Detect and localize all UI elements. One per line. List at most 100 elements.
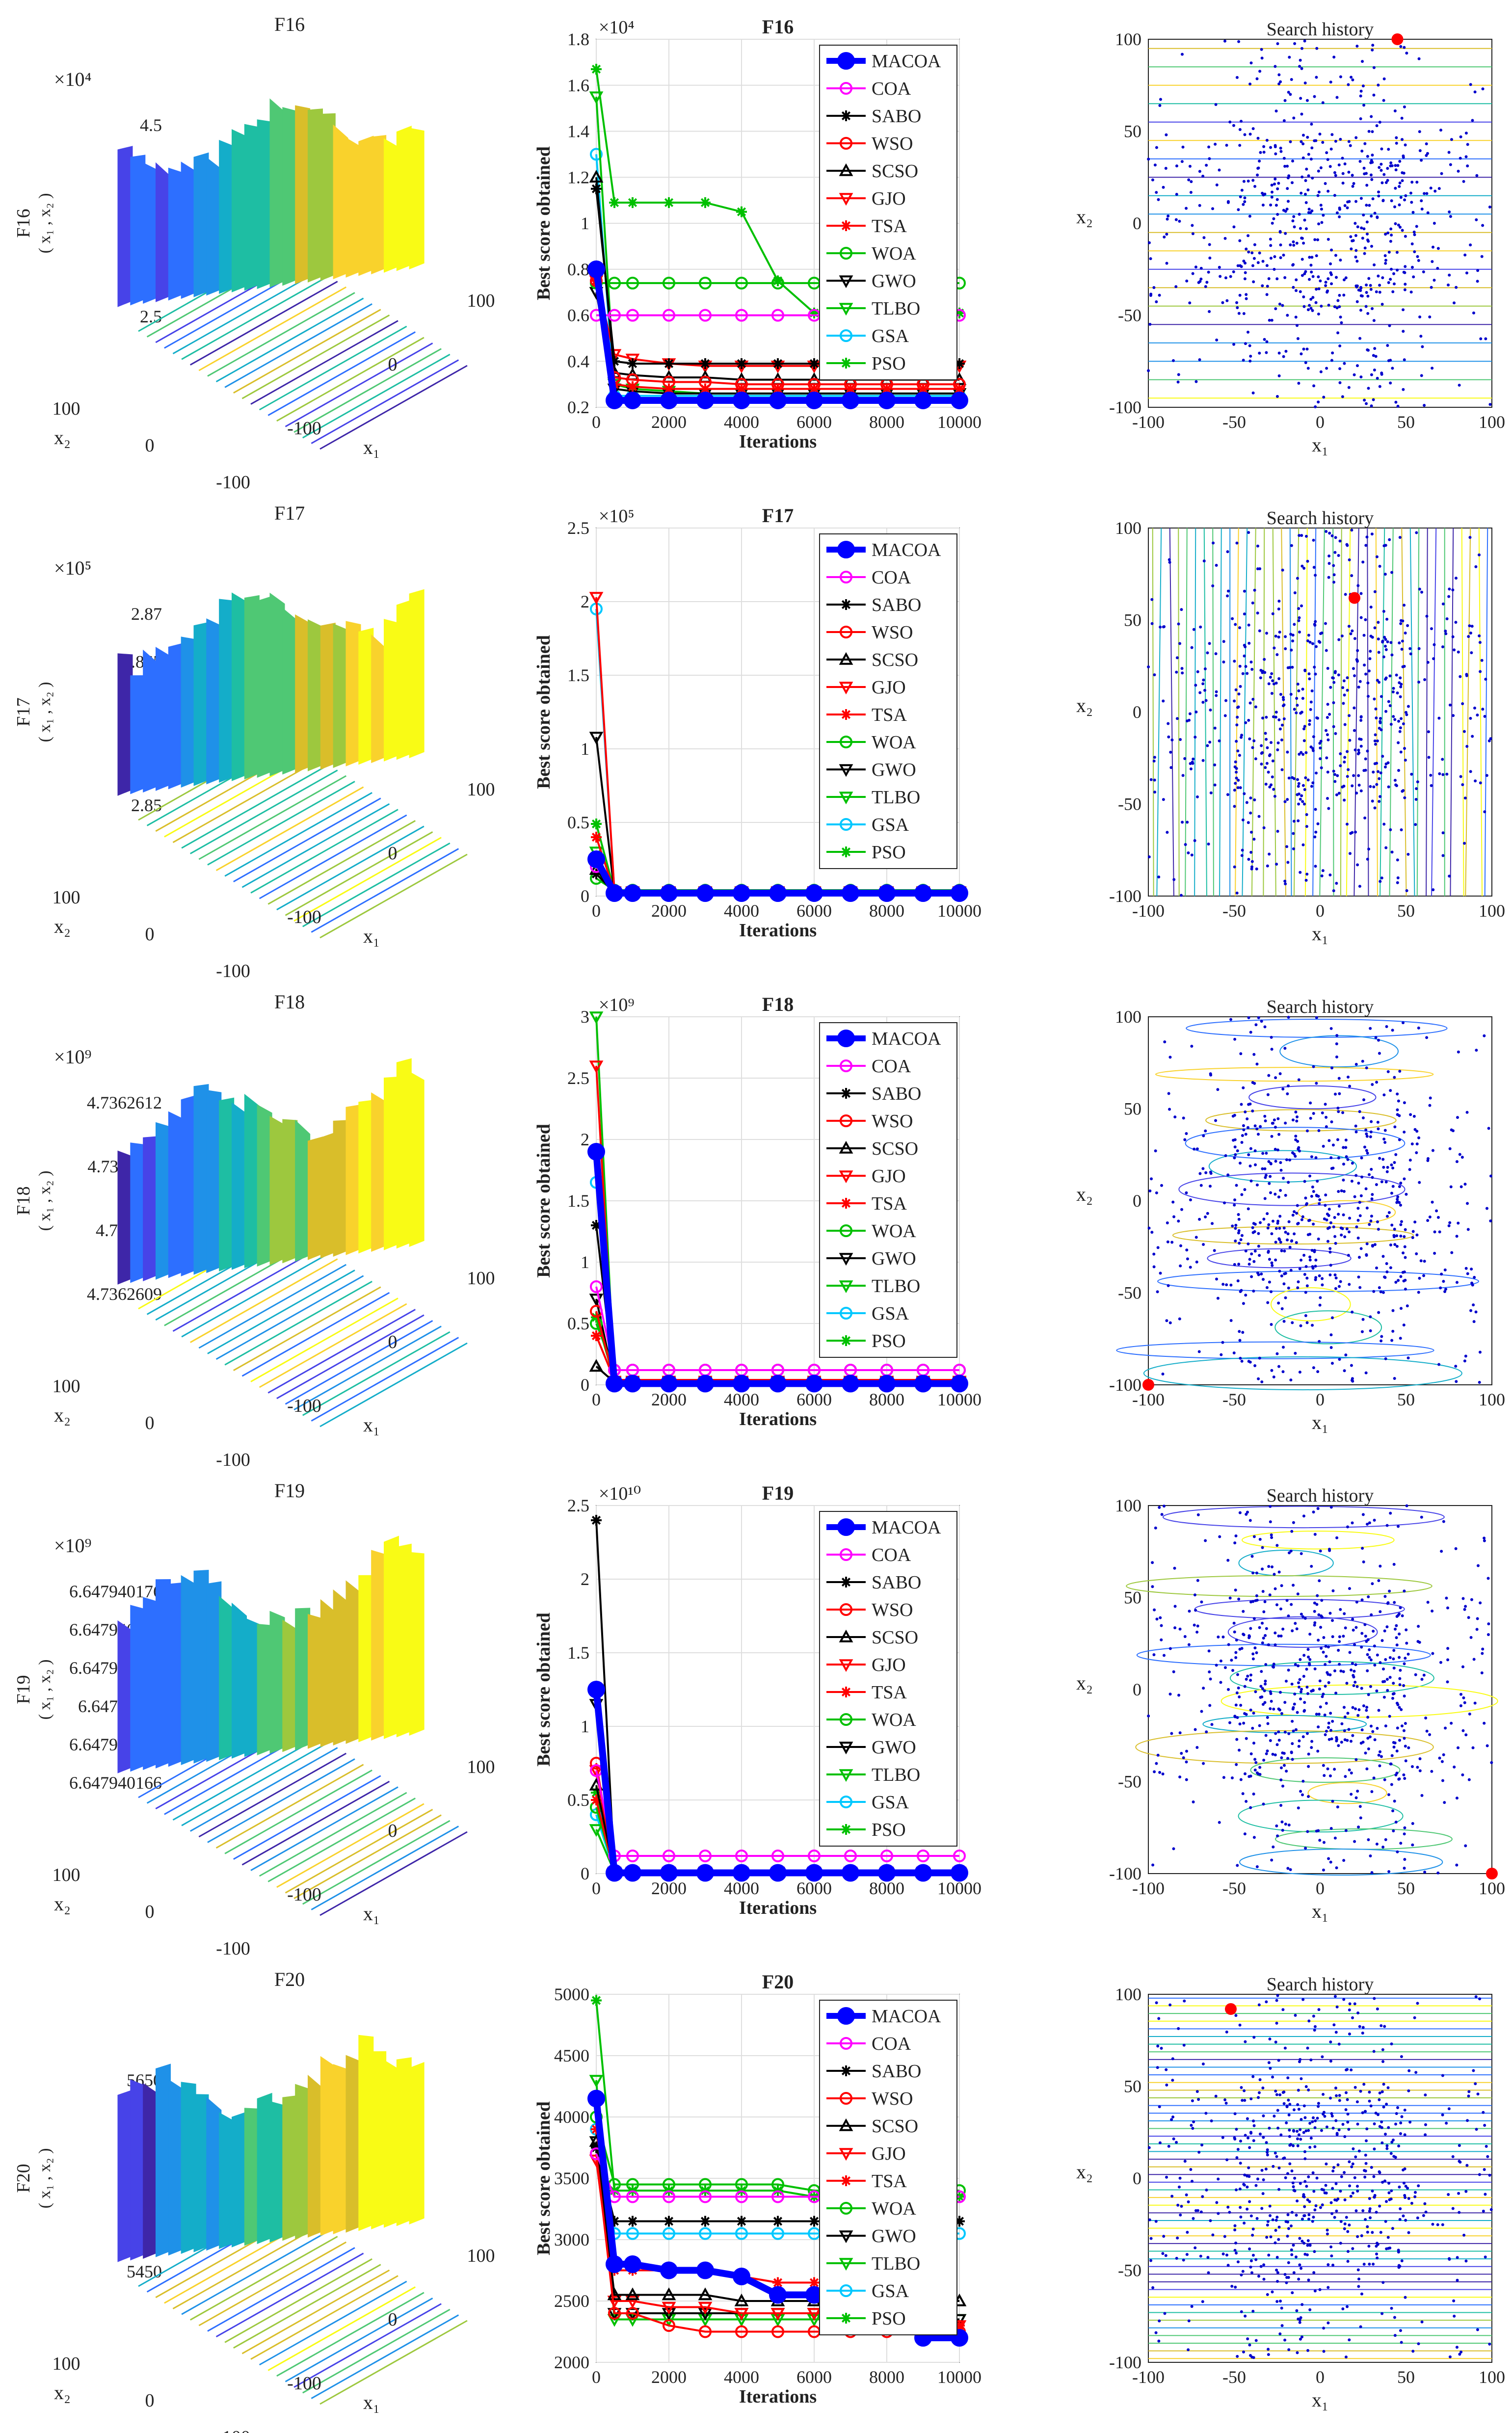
contour-line xyxy=(181,1252,329,1338)
search-point xyxy=(1305,1321,1309,1324)
search-point xyxy=(1340,634,1344,637)
legend-marker xyxy=(841,1335,851,1346)
series-point-WOA xyxy=(608,276,621,290)
search-point xyxy=(1298,631,1301,634)
search-point xyxy=(1432,245,1435,249)
search-point xyxy=(1389,2152,1393,2155)
search-point xyxy=(1343,362,1346,365)
search-point xyxy=(1381,755,1384,758)
search-point xyxy=(1309,700,1313,704)
search-point xyxy=(1285,1599,1289,1602)
search-point xyxy=(1280,1307,1284,1310)
search-point xyxy=(1488,2342,1491,2346)
search-point xyxy=(1355,260,1359,263)
search-point xyxy=(1389,1511,1392,1515)
search-point xyxy=(1277,1195,1280,1199)
search-point xyxy=(1233,805,1236,808)
search-point xyxy=(1162,798,1165,801)
contour-line xyxy=(224,792,372,877)
search-point xyxy=(1374,2112,1378,2115)
search-point xyxy=(1427,730,1430,734)
x-tick-label: 0 xyxy=(1316,412,1325,432)
search-point xyxy=(1370,178,1374,181)
search-point xyxy=(1215,183,1219,186)
search-point xyxy=(1393,718,1397,721)
surface-exponent: ×10⁹ xyxy=(54,1046,92,1068)
search-point xyxy=(1337,1649,1340,1652)
search-point xyxy=(1354,1663,1357,1666)
search-point xyxy=(1350,529,1353,532)
y-tick-label: 100 xyxy=(1115,518,1141,538)
search-point xyxy=(1209,708,1212,712)
search-point xyxy=(1354,1062,1358,1066)
search-point xyxy=(1283,879,1287,883)
search-point xyxy=(1247,2175,1251,2178)
search-point xyxy=(1331,1799,1334,1803)
search-point xyxy=(1447,151,1451,154)
search-point xyxy=(1332,701,1335,704)
search-point xyxy=(1389,1762,1393,1766)
search-point xyxy=(1235,891,1239,895)
series-point-MACOA xyxy=(805,1375,823,1393)
series-point-MACOA xyxy=(624,884,641,902)
series-point-COA xyxy=(626,2190,639,2203)
search-point xyxy=(1320,1646,1323,1650)
search-point xyxy=(1458,2144,1461,2147)
search-point xyxy=(1256,544,1259,548)
search-point xyxy=(1293,1693,1297,1696)
search-point xyxy=(1417,2184,1420,2188)
search-point xyxy=(1340,1233,1343,1237)
search-point xyxy=(1425,1036,1429,1039)
search-point xyxy=(1282,1346,1285,1349)
search-point xyxy=(1380,371,1383,375)
search-point xyxy=(1385,617,1389,621)
x2-tick-label: 100 xyxy=(53,1376,80,1397)
series-point-MACOA xyxy=(842,1864,859,1882)
search-point xyxy=(1406,624,1409,627)
x1-axis-label: x₁ xyxy=(363,925,380,947)
search-point xyxy=(1386,179,1389,182)
surface-facet xyxy=(206,1581,222,1762)
search-point xyxy=(1350,1179,1353,1183)
search-point xyxy=(1263,1701,1267,1704)
search-point xyxy=(1483,1539,1486,1542)
search-point xyxy=(1354,136,1358,139)
search-point xyxy=(1359,2325,1362,2328)
contour-line xyxy=(1185,528,1188,897)
search-point xyxy=(1326,2286,1330,2289)
search-point xyxy=(1326,703,1329,706)
y-tick-label: -50 xyxy=(1118,306,1141,325)
search-point xyxy=(1366,1151,1369,1155)
search-point xyxy=(1235,1639,1238,1642)
search-point xyxy=(1410,242,1414,245)
search-point xyxy=(1353,1680,1357,1684)
search-point xyxy=(1355,1685,1359,1688)
search-point xyxy=(1298,2060,1301,2063)
search-point xyxy=(1270,1699,1273,1703)
search-point xyxy=(1305,873,1309,876)
search-point xyxy=(1282,1226,1286,1230)
search-point xyxy=(1470,651,1473,655)
search-point xyxy=(1245,1677,1248,1681)
search-point xyxy=(1317,312,1320,316)
search-point xyxy=(1287,90,1290,94)
series-point-GSA xyxy=(590,148,603,161)
search-point xyxy=(1278,231,1282,234)
search-point xyxy=(1306,2198,1309,2201)
search-point xyxy=(1372,1629,1375,1633)
search-point xyxy=(1324,1103,1327,1106)
search-point xyxy=(1291,1719,1294,1723)
search-point xyxy=(1167,558,1171,561)
search-point xyxy=(1379,1290,1382,1294)
series-point-SCSO xyxy=(698,2287,713,2301)
search-point xyxy=(1440,1760,1444,1763)
search-point xyxy=(1297,1806,1300,1810)
search-point xyxy=(1469,83,1472,86)
search-point xyxy=(1265,264,1269,267)
search-point xyxy=(1286,1232,1290,1236)
search-point xyxy=(1326,277,1330,280)
search-point xyxy=(1401,619,1405,623)
search-point xyxy=(1375,555,1379,558)
search-point xyxy=(1151,1561,1154,1564)
search-point xyxy=(1286,1092,1289,1096)
